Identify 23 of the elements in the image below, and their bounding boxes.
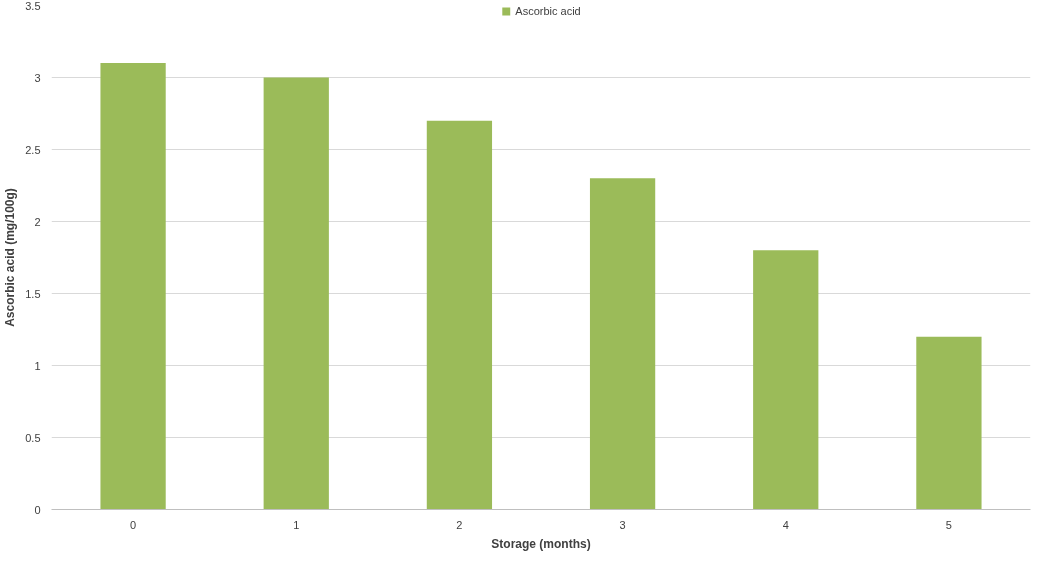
x-tick-label: 0	[130, 518, 137, 531]
x-tick-label: 1	[293, 518, 300, 531]
x-tick-label: 5	[945, 518, 952, 531]
bar	[263, 77, 329, 510]
x-tick-label: 3	[619, 518, 626, 531]
x-tick-label: 2	[456, 518, 463, 531]
y-tick-label: 0.5	[25, 431, 41, 444]
y-tick-label: 2	[34, 215, 41, 228]
bar	[753, 250, 819, 510]
legend-label: Ascorbic acid	[515, 5, 581, 17]
y-tick-label: 3	[34, 71, 41, 84]
bar	[100, 63, 166, 510]
y-tick-label: 2.5	[25, 143, 41, 156]
x-axis-title: Storage (months)	[491, 536, 591, 551]
bar	[916, 336, 982, 510]
y-axis-title: Ascorbic acid (mg/100g)	[3, 188, 18, 327]
y-tick-label: 3.5	[25, 0, 41, 12]
bar	[426, 120, 493, 510]
y-tick-label: 0	[34, 503, 41, 516]
y-tick-label: 1	[34, 359, 41, 372]
x-tick-label: 4	[782, 518, 789, 531]
bar	[589, 178, 656, 510]
y-tick-label: 1.5	[25, 287, 41, 300]
